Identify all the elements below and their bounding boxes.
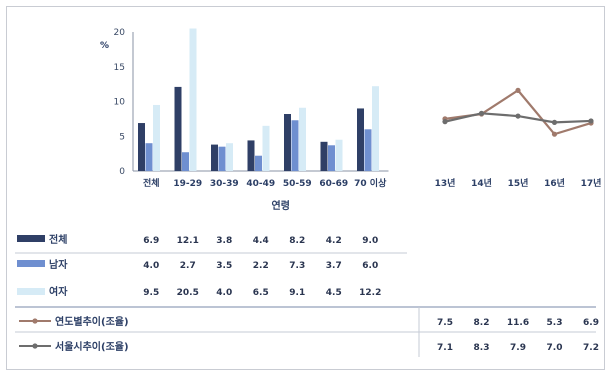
table-cell: 6.0: [362, 261, 378, 271]
line-point: [551, 119, 558, 125]
table-cell: 5.3: [547, 318, 563, 328]
legend-swatch: [17, 288, 45, 295]
bar: [189, 28, 197, 172]
table-cell: 7.2: [583, 343, 599, 353]
bar: [153, 104, 160, 171]
table-cell: 7.3: [289, 261, 305, 271]
line-point: [515, 113, 521, 119]
x-category-label: 70 이상: [354, 177, 387, 189]
bar: [145, 143, 153, 171]
y-tick-label: 5: [119, 132, 125, 142]
table-cell: 2.7: [180, 261, 196, 271]
bar: [247, 140, 255, 171]
y-tick-label: 0: [119, 167, 125, 177]
table-cell: 3.5: [216, 261, 232, 271]
line-point: [442, 119, 448, 125]
bar: [218, 146, 226, 171]
table-cell: 7.9: [510, 343, 526, 353]
x-category-label: 50-59: [283, 179, 312, 189]
table-cell: 12.2: [359, 288, 381, 298]
x-axis-title: 연령: [272, 199, 290, 212]
y-tick-label: 15: [114, 63, 125, 73]
chart-canvas: 0 5 10 15 20% 전체 19-29 30-39 40-49 50-59 60-69 70 이…: [15, 28, 602, 357]
legend-swatch: [17, 235, 45, 242]
line-point: [551, 131, 558, 137]
legend-label: 남자: [49, 258, 68, 271]
x-category-label: 19-29: [173, 179, 202, 189]
series-line: [444, 88, 592, 136]
x-category-label: 30-39: [210, 179, 239, 189]
line-point: [478, 110, 485, 116]
table-cell: 7.5: [437, 318, 453, 328]
table-cell: 4.2: [326, 236, 342, 246]
bar: [262, 125, 270, 171]
y-unit-label: %: [100, 41, 109, 51]
chart-frame: 0 5 10 15 20% 전체 19-29 30-39 40-49 50-59 60-69 70 이…: [6, 6, 605, 370]
table-cell: 6.9: [143, 236, 159, 246]
bar: [299, 107, 306, 171]
x-category-label: 40-49: [246, 179, 275, 189]
bar: [335, 139, 343, 171]
legend-marker: [32, 343, 38, 349]
bar: [357, 108, 364, 171]
bar: [284, 114, 291, 171]
y-tick-label: 20: [114, 28, 126, 38]
table-cell: 9.0: [362, 236, 378, 246]
table-cell: 8.3: [474, 343, 490, 353]
table-cell: 20.5: [177, 288, 199, 298]
x-category-label: 전체: [143, 177, 160, 189]
bar: [211, 144, 218, 171]
legend-label: 여자: [49, 285, 68, 298]
bar: [255, 155, 262, 171]
table-cell: 7.1: [437, 343, 453, 353]
year-label: 14년: [471, 177, 492, 189]
line-point: [588, 118, 594, 124]
bar: [182, 152, 189, 171]
year-label: 13년: [435, 177, 456, 189]
table-cell: 6.9: [583, 318, 599, 328]
year-label: 17년: [581, 177, 602, 189]
table-cell: 11.6: [507, 318, 529, 328]
table-cell: 4.4: [253, 236, 269, 246]
legend-marker: [32, 318, 38, 324]
year-label: 15년: [508, 177, 529, 189]
table-cell: 4.0: [143, 261, 159, 271]
y-tick-label: 10: [114, 98, 126, 108]
line-point: [515, 87, 521, 93]
table-cell: 4.0: [216, 288, 232, 298]
table-cell: 6.5: [253, 288, 269, 298]
table-cell: 2.2: [253, 261, 269, 271]
bar: [328, 145, 335, 171]
bar: [174, 86, 182, 171]
table-cell: 12.1: [177, 236, 199, 246]
bar: [291, 120, 299, 171]
legend-label: 전체: [49, 233, 67, 246]
table-cell: 3.8: [216, 236, 232, 246]
bar: [320, 141, 328, 171]
year-label: 16년: [544, 177, 565, 189]
x-category-label: 60-69: [319, 179, 348, 189]
table-cell: 9.1: [289, 288, 305, 298]
bar: [364, 129, 372, 171]
table-cell: 8.2: [289, 236, 305, 246]
bar: [138, 123, 145, 171]
legend-label: 서울시추이(조율): [55, 340, 129, 353]
table-cell: 9.5: [143, 288, 159, 298]
table-cell: 3.7: [326, 261, 342, 271]
table-cell: 7.0: [547, 343, 563, 353]
legend-swatch: [17, 260, 45, 267]
table-cell: 4.5: [326, 288, 342, 298]
legend-label: 연도별추이(조율): [55, 315, 129, 328]
table-cell: 8.2: [474, 318, 490, 328]
bar: [226, 143, 233, 171]
bar: [372, 86, 379, 171]
